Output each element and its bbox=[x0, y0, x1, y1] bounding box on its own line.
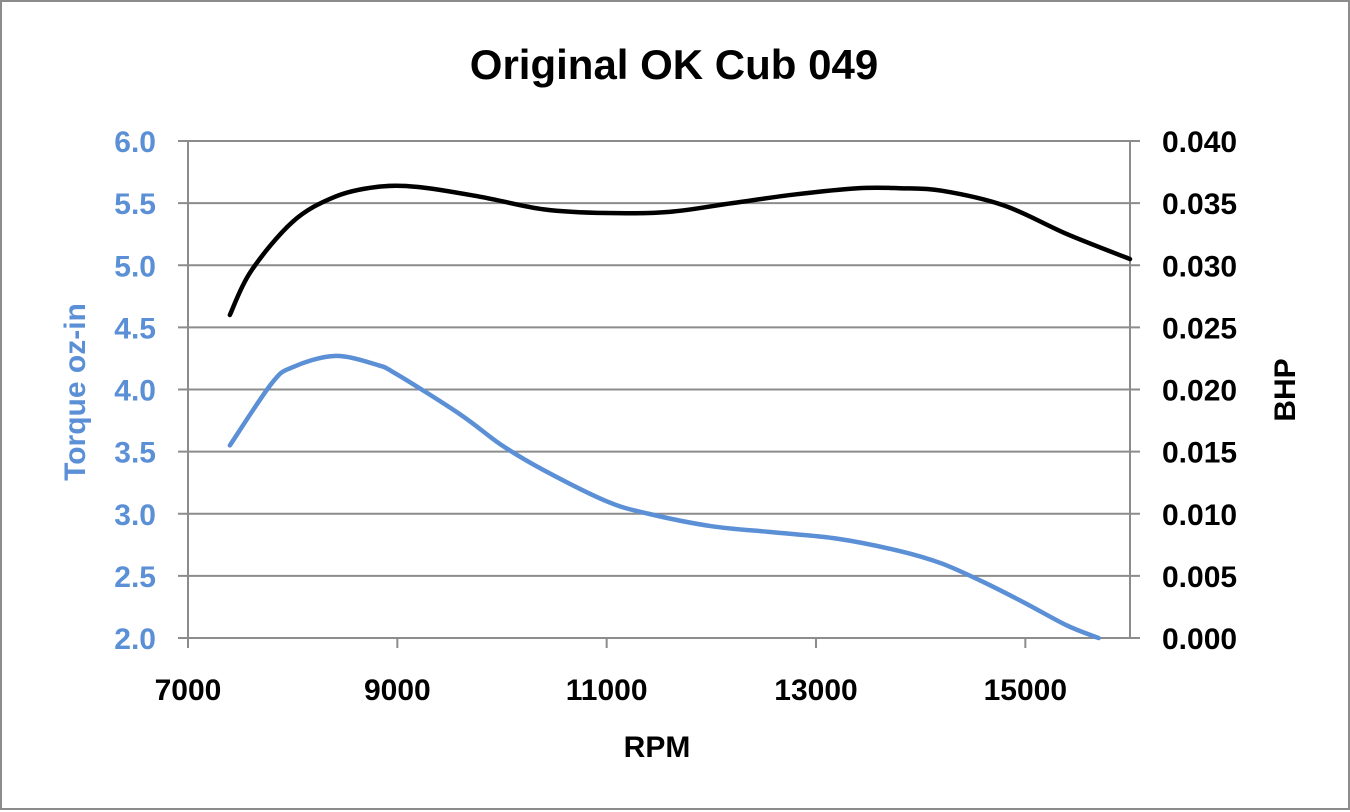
y-left-tick-label: 4.5 bbox=[114, 312, 156, 345]
axes bbox=[178, 140, 1140, 648]
torque-series-line bbox=[227, 353, 1101, 641]
gridlines bbox=[188, 140, 1130, 639]
y-right-tick-label: 0.005 bbox=[1162, 561, 1237, 594]
y-right-tick-label: 0.020 bbox=[1162, 375, 1237, 408]
x-tick-label: 11000 bbox=[566, 674, 648, 707]
bhp-series-line bbox=[227, 183, 1133, 318]
x-tick-label: 13000 bbox=[774, 674, 857, 707]
y-left-axis-title: Torque oz-in bbox=[59, 303, 92, 481]
y-left-tick-label: 3.5 bbox=[114, 437, 156, 470]
y-right-tick-label: 0.015 bbox=[1162, 437, 1237, 470]
x-tick-label: 7000 bbox=[155, 674, 222, 707]
y-right-tick-label: 0.035 bbox=[1162, 188, 1237, 221]
y-left-tick-label: 5.5 bbox=[114, 188, 156, 221]
x-tick-label: 9000 bbox=[364, 674, 431, 707]
y-right-tick-label: 0.025 bbox=[1162, 312, 1237, 345]
y-left-tick-label: 2.5 bbox=[114, 561, 156, 594]
y-right-tick-label: 0.030 bbox=[1162, 250, 1237, 283]
y-right-tick-label: 0.010 bbox=[1162, 499, 1237, 532]
tick-labels: 2.0 2.5 3.0 3.5 4.0 4.5 5.0 5.5 6.0 0.000 0.005 0.0… bbox=[114, 126, 1237, 707]
y-left-tick-label: 4.0 bbox=[114, 375, 156, 408]
y-left-tick-label: 6.0 bbox=[114, 126, 156, 159]
y-right-tick-label: 0.000 bbox=[1162, 623, 1237, 656]
series-lines bbox=[227, 183, 1133, 641]
y-right-tick-label: 0.040 bbox=[1162, 126, 1237, 159]
y-left-tick-label: 3.0 bbox=[114, 499, 156, 532]
x-axis-title: RPM bbox=[624, 731, 691, 764]
x-tick-label: 15000 bbox=[984, 674, 1067, 707]
y-left-tick-label: 2.0 bbox=[114, 623, 156, 656]
y-right-axis-title: BHP bbox=[1269, 358, 1302, 421]
chart-title: Original OK Cub 049 bbox=[470, 41, 878, 88]
y-left-tick-label: 5.0 bbox=[114, 250, 156, 283]
